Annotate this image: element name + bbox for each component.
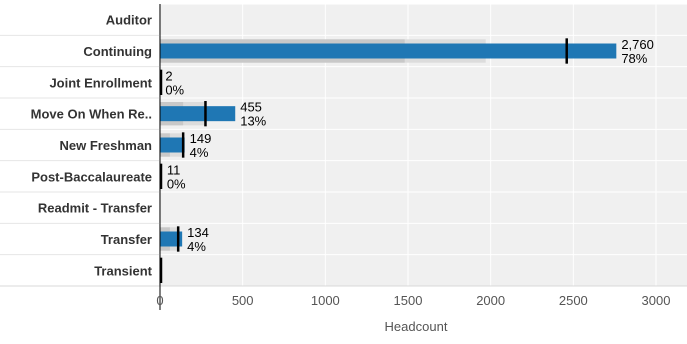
x-tick-label: 0	[156, 293, 163, 308]
x-tick-label: 2500	[559, 293, 588, 308]
category-label: Post-Baccalaureate	[31, 169, 152, 184]
x-tick-label: 1000	[311, 293, 340, 308]
bar	[160, 137, 185, 153]
category-label: Move On When Re..	[31, 107, 152, 122]
category-label: Auditor	[106, 13, 152, 28]
percent-label: 4%	[187, 239, 206, 254]
category-label: Continuing	[83, 44, 152, 59]
bar	[160, 231, 183, 247]
value-label: 2,760	[621, 37, 654, 52]
percent-label: 13%	[240, 114, 266, 129]
category-label: New Freshman	[60, 138, 153, 153]
bar	[160, 106, 236, 122]
value-label: 11	[167, 162, 181, 177]
x-axis: 0 500 1000 1500 2000 2500 3000	[156, 4, 670, 310]
reference-marks	[159, 38, 568, 283]
value-label: 134	[187, 225, 209, 240]
value-label: 455	[240, 100, 262, 115]
category-label: Transient	[94, 263, 152, 278]
x-axis-title: Headcount	[385, 319, 448, 334]
x-tick-label: 1500	[394, 293, 423, 308]
x-tick-label: 2000	[476, 293, 505, 308]
category-label: Readmit - Transfer	[38, 201, 152, 216]
category-label: Joint Enrollment	[49, 75, 152, 90]
percent-label: 4%	[190, 145, 209, 160]
bar	[160, 43, 617, 59]
value-label: 149	[190, 131, 212, 146]
bars	[160, 43, 617, 247]
x-tick-label: 3000	[642, 293, 671, 308]
x-tick-label: 500	[232, 293, 254, 308]
percent-label: 0%	[165, 82, 184, 97]
value-label: 2	[165, 68, 172, 83]
percent-label: 0%	[167, 176, 186, 191]
category-labels: Auditor Continuing Joint Enrollment Move On…	[31, 13, 153, 279]
category-label: Transfer	[101, 232, 152, 247]
percent-label: 78%	[621, 51, 647, 66]
